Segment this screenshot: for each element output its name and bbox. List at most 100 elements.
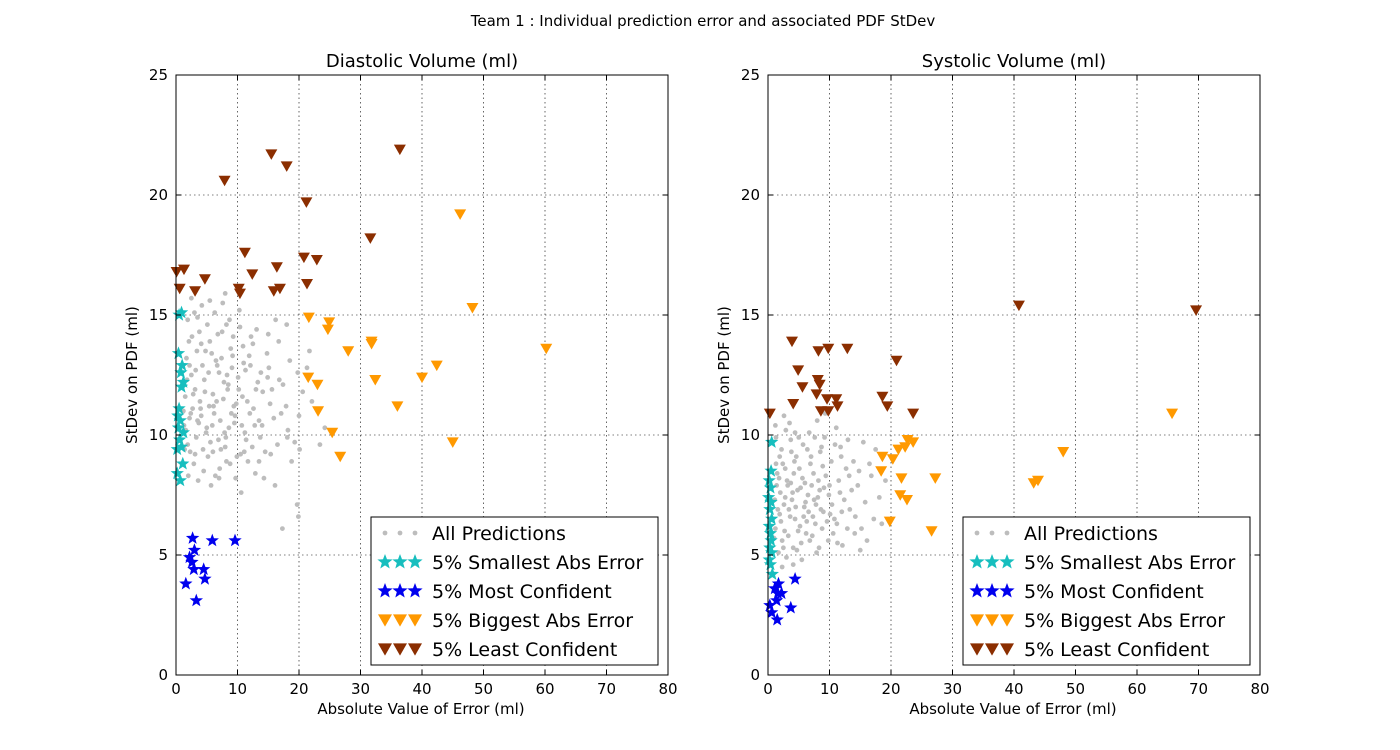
data-point [285,427,291,433]
legend: All Predictions 5% Smallest Abs Error 5% M… [962,516,1251,666]
data-point [784,555,789,560]
data-point [809,533,815,539]
data-point [273,317,279,323]
data-point [862,499,868,505]
legend-marker [984,554,1000,569]
data-point [416,372,428,384]
x-axis-label: Absolute Value of Error (ml) [317,700,524,718]
data-point [895,473,908,484]
data-point [788,480,794,486]
legend-marker [397,530,403,536]
data-point [302,372,315,384]
data-point [171,408,185,422]
data-point [804,519,810,524]
y-tick-label: 0 [158,666,168,684]
x-tick-label: 70 [597,680,616,698]
data-point [879,521,885,527]
data-point [824,519,830,524]
data-point [785,533,791,539]
data-point [174,380,189,393]
data-point [827,483,832,488]
data-point [811,497,817,503]
data-point [294,502,300,507]
data-point [230,353,235,359]
data-point [182,394,188,399]
data-point [825,538,831,543]
data-point [762,519,776,532]
data-point [781,502,787,507]
data-point [876,391,889,403]
legend-marker [974,530,980,536]
legend-label: 5% Biggest Abs Error [432,610,633,632]
data-point [266,365,272,371]
data-point [788,449,794,455]
data-point [312,406,325,417]
data-point [241,360,247,366]
data-point [817,449,823,455]
legend-entry-5pct-most-confident: 5% Most Confident [969,581,1204,603]
legend-entry-all-predictions: All Predictions [974,523,1158,545]
data-point [886,454,899,465]
data-point [222,444,228,450]
x-tick-label: 80 [658,680,677,698]
data-point [247,411,253,416]
data-point [198,341,204,347]
data-point [1057,447,1070,458]
legend-marker [393,643,407,656]
y-axis-label: StDev on PDF (ml) [715,306,733,444]
data-point [867,461,872,467]
data-point [857,547,863,553]
data-point [272,483,278,488]
data-point [827,511,833,517]
legend-label: 5% Least Confident [432,639,617,661]
data-point [765,435,779,448]
data-point [792,459,797,464]
data-point [267,401,273,407]
data-point [779,538,785,543]
x-tick-label: 0 [171,680,181,698]
data-point [192,310,197,315]
data-point [792,516,798,522]
data-point [223,435,229,440]
data-point [798,540,804,546]
data-point [280,161,293,172]
data-point [233,475,239,481]
data-point [784,600,798,614]
data-point [796,466,802,471]
data-point [856,468,862,474]
data-point [790,490,795,495]
panel-systolic: Systolic Volume (ml) Absolute Value of E… [715,51,1270,718]
data-point [302,312,315,324]
data-point [213,358,219,363]
data-point [894,490,907,501]
data-point [466,303,479,314]
data-point [193,367,199,373]
data-point [835,540,840,546]
data-point [174,440,189,453]
data-point [785,336,798,348]
data-point [820,509,826,515]
data-point [873,447,879,452]
data-point [809,483,815,488]
data-point [214,363,220,368]
data-point [292,439,298,445]
data-point [779,564,785,570]
data-point [764,495,778,508]
data-point [233,401,239,407]
data-point [243,367,248,373]
data-point [258,370,264,375]
data-point [295,370,301,375]
data-point [929,473,942,484]
data-point [812,435,818,440]
data-point [801,504,807,510]
data-point [278,411,284,416]
data-point [826,492,832,498]
data-point [238,247,251,259]
legend-marker [393,614,407,627]
data-point [186,339,192,344]
data-point [254,327,259,332]
x-tick-label: 60 [1127,680,1146,698]
legend-marker [378,643,392,656]
data-point [801,514,807,519]
data-point [211,411,217,416]
